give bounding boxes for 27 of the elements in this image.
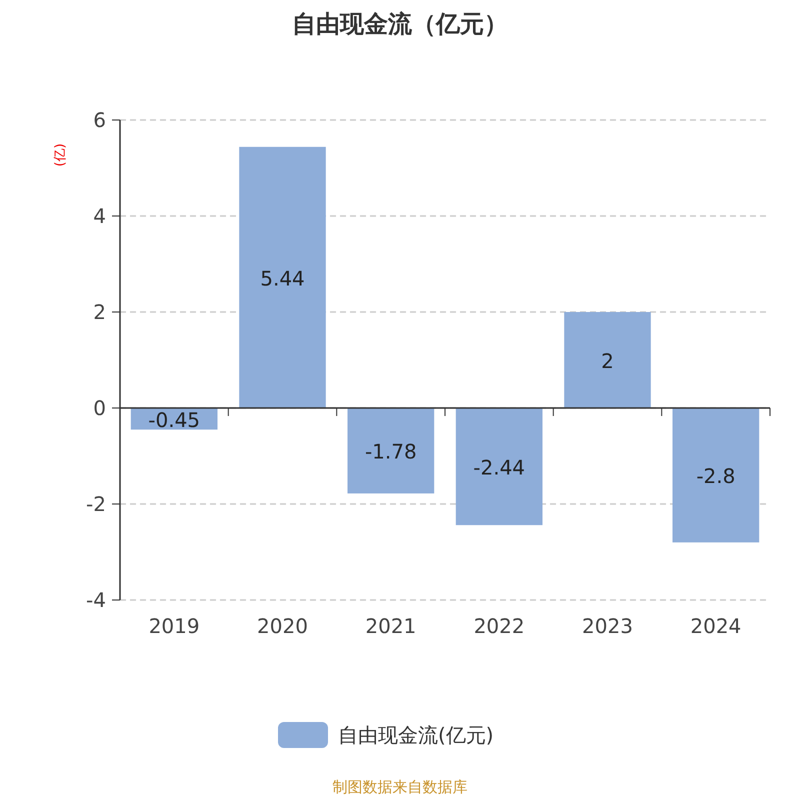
y-tick-label: 0 <box>93 396 106 420</box>
x-tick-label: 2019 <box>148 614 200 638</box>
y-tick-label: 6 <box>93 108 106 132</box>
y-tick-label: -2 <box>86 492 106 516</box>
data-label: -2.8 <box>696 464 736 488</box>
x-tick-label: 2020 <box>257 614 308 638</box>
x-tick-label: 2022 <box>474 614 525 638</box>
data-label: -0.45 <box>148 408 200 432</box>
bar <box>348 408 434 494</box>
x-tick-label: 2023 <box>582 614 633 638</box>
data-label: 2 <box>601 349 614 373</box>
bar <box>672 408 760 542</box>
bar <box>456 408 542 526</box>
bar <box>564 312 651 408</box>
text: 制图数据来自数据库 <box>332 778 468 796</box>
x-tick-label: 2024 <box>690 614 742 638</box>
data-label: -1.78 <box>364 440 417 464</box>
y-tick-label: 2 <box>93 300 106 324</box>
data-label: -2.44 <box>473 456 526 480</box>
y-tick-label: 4 <box>93 204 106 228</box>
x-tick-label: 2021 <box>365 614 416 638</box>
y-axis-title: (亿) <box>53 143 68 167</box>
chart-title: 自由现金流（亿元） <box>292 10 508 38</box>
y-tick-label: -4 <box>86 588 106 612</box>
bar <box>239 146 326 408</box>
legend-label: 自由现金流(亿元) <box>338 723 494 747</box>
data-label: 5.44 <box>260 266 305 290</box>
